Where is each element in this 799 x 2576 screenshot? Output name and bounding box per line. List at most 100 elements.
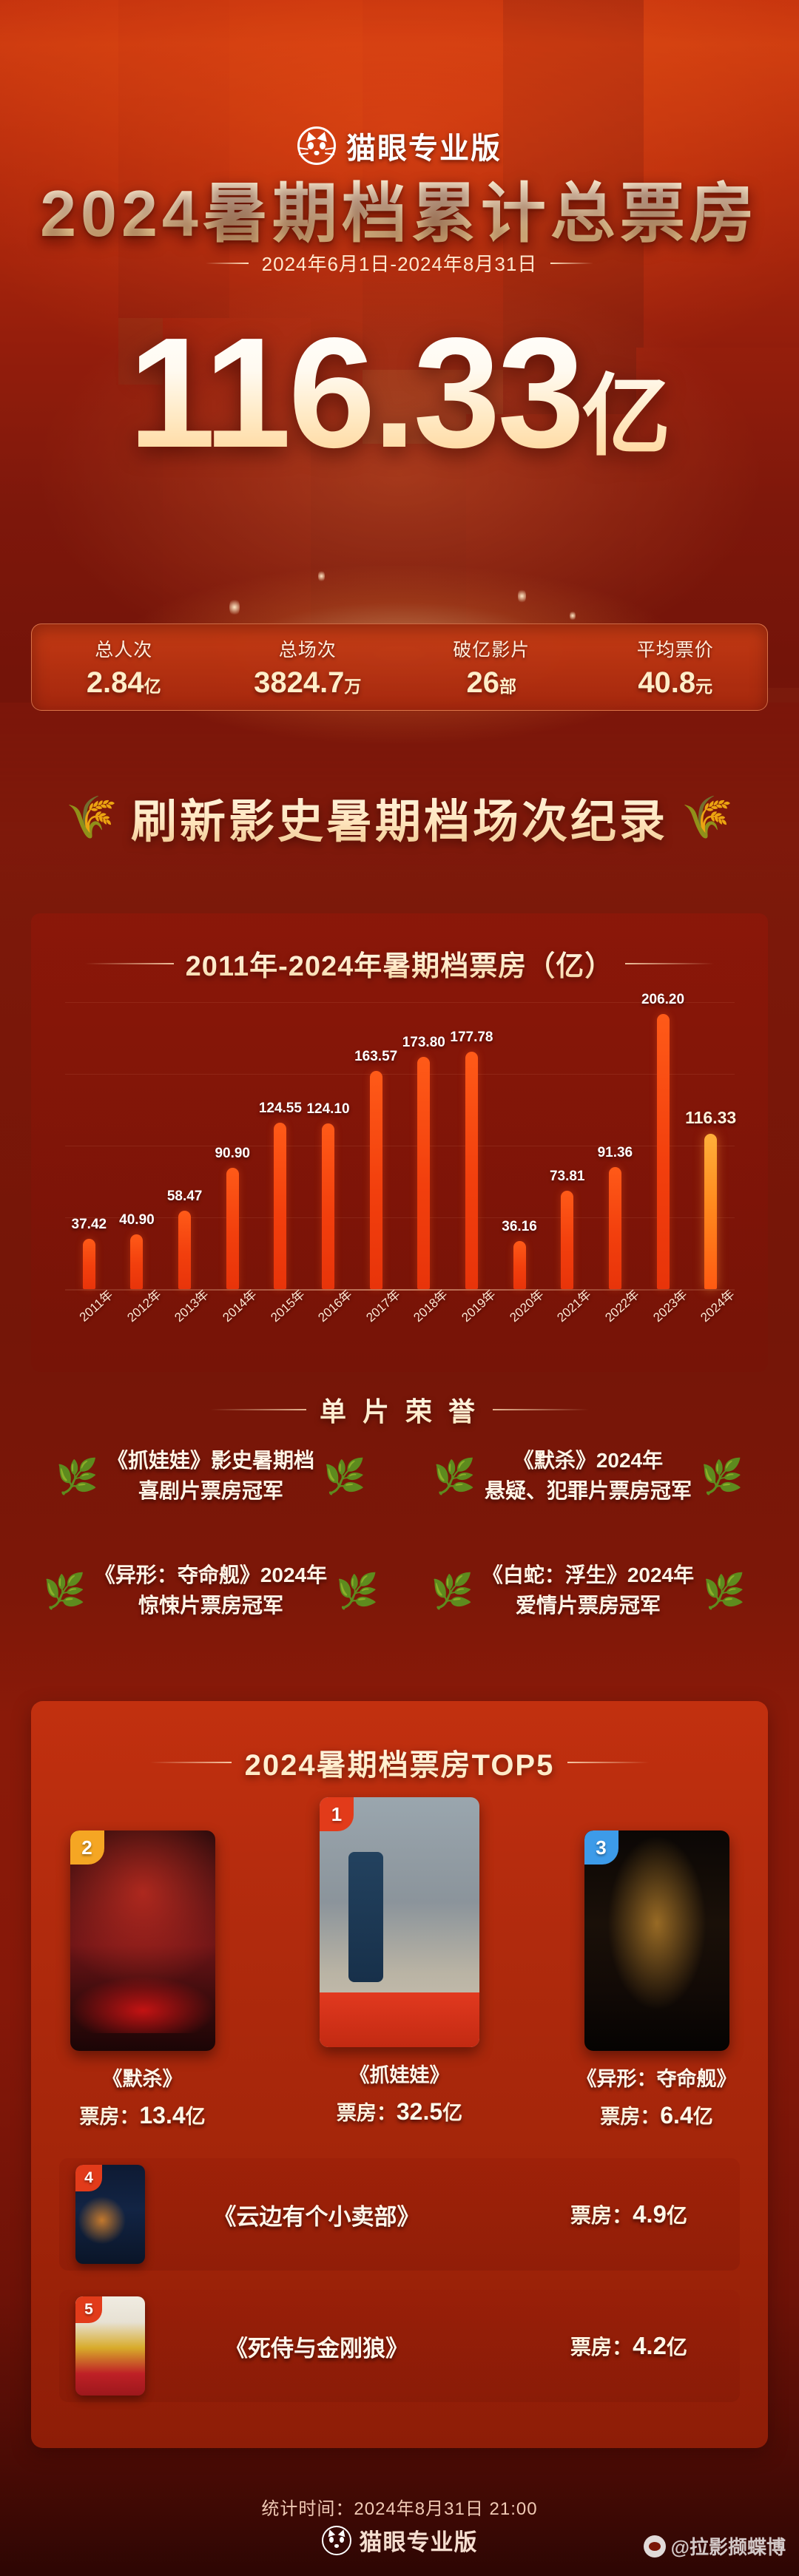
chart-bar-column: 37.42: [65, 1002, 113, 1289]
movie-poster[interactable]: 2: [70, 1830, 215, 2051]
chart-bars: 37.42 40.90 58.47 90.90 124.55 124.10 163.57 17…: [65, 992, 736, 1289]
chart-bar: [369, 1071, 382, 1289]
honors-title: 单 片 荣 誉: [320, 1390, 479, 1429]
chart-bar-label: 36.16: [502, 1219, 537, 1234]
total-box-office-value: 116.33: [128, 305, 582, 480]
chart-bar: [178, 1211, 192, 1289]
chart-bar-column: 173.80: [400, 1002, 448, 1289]
chart-bar-column: 124.10: [304, 1002, 352, 1289]
honor-line-2: 喜剧片票房冠军: [138, 1478, 283, 1502]
stat-value: 3824.7万: [254, 666, 362, 699]
movie-title: 《异形：夺命舰》: [576, 2068, 737, 2090]
top5-title: 2024暑期档票房TOP5: [245, 1741, 555, 1784]
chart-header: 2011年-2024年暑期档票房（亿）: [31, 943, 768, 984]
honor-line-1: 《异形：夺命舰》2024年: [94, 1563, 328, 1587]
rank-badge: 3: [584, 1830, 618, 1865]
stats-card: 总人次 2.84亿 总场次 3824.7万 破亿影片 26部 平均票价 40.8…: [31, 623, 768, 711]
rank-badge: 1: [320, 1797, 354, 1831]
chart-panel: 2011年-2024年暑期档票房（亿） 37.42 40.90 58.47 90.90…: [31, 913, 768, 1372]
movie-title: 《默杀》: [102, 2068, 183, 2090]
chart-bar-label: 40.90: [119, 1212, 155, 1228]
chart-bar-label: 163.57: [354, 1049, 398, 1064]
stat-unit: 万: [344, 676, 362, 696]
movie-card[interactable]: 2 《默杀》 票房：13.4亿: [59, 1830, 226, 2129]
chart-bar: [322, 1123, 335, 1289]
chart-bar: [561, 1191, 574, 1289]
poster-artwork: [70, 1830, 215, 2051]
chart-x-tick-labels: 2011年 2012年 2013年 2014年 2015年 2016年 2017年 2018年…: [65, 1287, 738, 1325]
divider-right: [493, 1409, 589, 1410]
stat-item: 总场次 3824.7万: [216, 635, 400, 700]
chart-bar-column: 163.57: [352, 1002, 400, 1289]
chart-plot-area: 37.42 40.90 58.47 90.90 124.55 124.10 163.57 17…: [65, 992, 736, 1291]
laurel-right-icon: 🌿: [336, 1571, 379, 1610]
laurel-left-icon: 🌿: [43, 1571, 86, 1610]
honor-line-2: 悬疑、犯罪片票房冠军: [484, 1478, 692, 1502]
honor-line-2: 惊悚片票房冠军: [138, 1593, 283, 1617]
chart-bar-label: 177.78: [450, 1030, 493, 1045]
honor-text: 《白蛇：浮生》2024年 爱情片票房冠军: [482, 1561, 694, 1620]
header-brand: 猫眼专业版: [0, 124, 799, 167]
movie-box-office: 票房：32.5亿: [336, 2098, 463, 2125]
movie-poster[interactable]: 4: [75, 2165, 145, 2264]
movie-card[interactable]: 3 《异形：夺命舰》 票房：6.4亿: [573, 1830, 740, 2129]
chart-bar: [465, 1052, 478, 1289]
top5-panel: 2024暑期档票房TOP5 2 《默杀》 票房：13.4亿 1 《抓娃娃》 票房…: [31, 1701, 768, 2448]
honors-header: 单 片 荣 誉: [0, 1390, 799, 1429]
honors-grid: 🌿 《抓娃娃》影史暑期档 喜剧片票房冠军 🌿 🌿 《默杀》2024年 悬疑、犯罪…: [22, 1446, 777, 1620]
honor-item: 🌿 《默杀》2024年 悬疑、犯罪片票房冠军 🌿: [400, 1446, 777, 1506]
weibo-watermark: @拉影撷蝶博: [643, 2532, 786, 2560]
movie-poster[interactable]: 3: [584, 1830, 729, 2051]
top5-podium: 2 《默杀》 票房：13.4亿 1 《抓娃娃》 票房：32.5亿 3 《异形：夺…: [59, 1797, 740, 2137]
page-title: 2024暑期档累计总票房: [0, 161, 799, 255]
chart-bar-column: 36.16: [496, 1002, 544, 1289]
honor-text: 《默杀》2024年 悬疑、犯罪片票房冠军: [485, 1446, 692, 1506]
chart-bar-column: 124.55: [257, 1002, 305, 1289]
movie-list-item[interactable]: 5 《死侍与金刚狼》 票房：4.2亿: [59, 2290, 740, 2402]
stat-item: 总人次 2.84亿: [32, 635, 216, 700]
spark-particle: [518, 588, 526, 604]
stat-label: 总场次: [278, 639, 337, 660]
divider-left: [149, 1762, 232, 1763]
stat-unit: 亿: [144, 676, 161, 696]
laurel-left-icon: 🌾: [66, 794, 118, 840]
stat-label: 破亿影片: [453, 639, 530, 660]
chart-bar-column: 40.90: [113, 1002, 161, 1289]
stat-value: 2.84亿: [86, 666, 161, 699]
chart-bar-column: 58.47: [161, 1002, 209, 1289]
chart-bar: [417, 1057, 431, 1289]
honor-text: 《抓娃娃》影史暑期档 喜剧片票房冠军: [107, 1446, 314, 1506]
chart-bar-column: 90.90: [209, 1002, 257, 1289]
chart-bar-label: 173.80: [402, 1035, 445, 1050]
movie-poster[interactable]: 1: [320, 1797, 479, 2047]
date-range: 2024年6月1日-2024年8月31日: [261, 253, 538, 275]
movie-poster[interactable]: 5: [75, 2296, 145, 2396]
divider-left: [205, 262, 249, 264]
movie-title: 《死侍与金刚狼》: [225, 2335, 408, 2362]
chart-bar-label: 206.20: [641, 992, 685, 1007]
total-box-office: 116.33亿: [0, 314, 799, 471]
laurel-right-icon: 🌾: [681, 794, 733, 840]
chart-bar-label: 90.90: [215, 1146, 250, 1161]
divider-right: [625, 962, 715, 964]
divider-left: [84, 962, 174, 964]
chart-bar: [274, 1123, 287, 1289]
chart-bar-column: 177.78: [448, 1002, 496, 1289]
weibo-icon: [643, 2535, 666, 2558]
stat-unit: 元: [695, 676, 713, 696]
chart-bar-column: 73.81: [543, 1002, 591, 1289]
rank-badge: 4: [75, 2165, 102, 2191]
laurel-right-icon: 🌿: [703, 1571, 746, 1610]
footer-brand-name: 猫眼专业版: [359, 2529, 478, 2555]
movie-card[interactable]: 1 《抓娃娃》 票房：32.5亿: [317, 1797, 483, 2126]
laurel-left-icon: 🌿: [55, 1456, 98, 1495]
laurel-right-icon: 🌿: [323, 1456, 366, 1495]
honor-item: 🌿 《白蛇：浮生》2024年 爱情片票房冠军 🌿: [400, 1561, 777, 1620]
chart-bar: [130, 1234, 144, 1289]
movie-title: 《云边有个小卖部》: [213, 2203, 420, 2230]
chart-bar-label: 124.10: [306, 1101, 350, 1117]
honor-text: 《异形：夺命舰》2024年 惊悚片票房冠军: [95, 1561, 327, 1620]
movie-list-item[interactable]: 4 《云边有个小卖部》 票房：4.9亿: [59, 2158, 740, 2271]
date-range-row: 2024年6月1日-2024年8月31日: [0, 249, 799, 277]
chart-bar-column: 116.33: [685, 1002, 736, 1289]
